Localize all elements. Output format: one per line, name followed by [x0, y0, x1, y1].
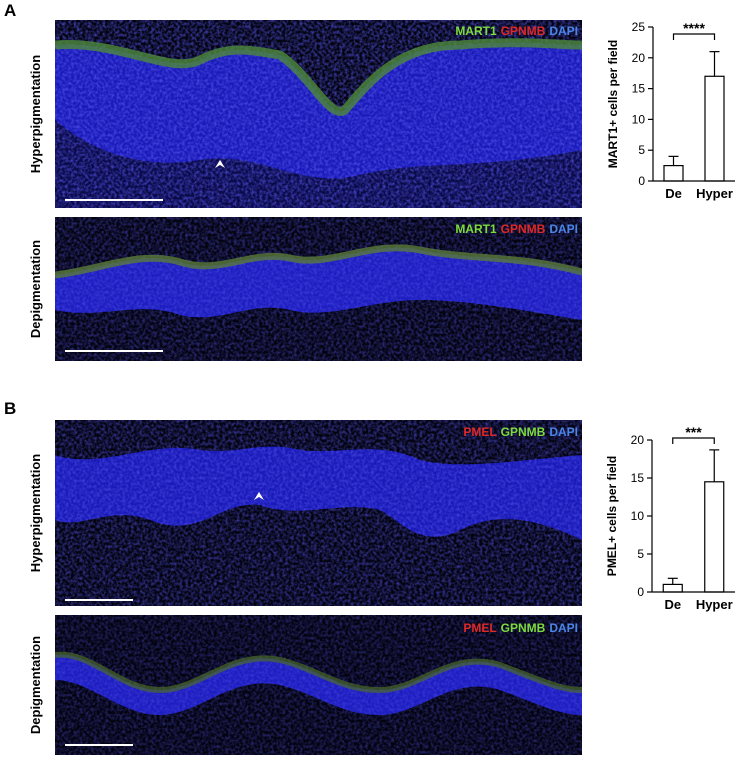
y-tick-label: 25 [632, 20, 646, 34]
y-tick-label: 15 [632, 82, 646, 96]
y-tick-label: 0 [637, 585, 644, 599]
panel-letter: B [4, 399, 16, 418]
significance-bracket [672, 437, 715, 444]
y-tick-label: 5 [637, 547, 644, 561]
row-label: Depigmentation [28, 240, 43, 338]
y-tick-label: 15 [631, 471, 645, 485]
stain-legend: MART1 GPNMB DAPI [455, 222, 578, 236]
y-tick-label: 0 [638, 174, 645, 188]
stain-name: MART1 [455, 222, 497, 236]
stain-legend: PMEL GPNMB DAPI [463, 425, 578, 439]
y-tick-label: 10 [632, 112, 646, 126]
x-tick-label: De [665, 186, 682, 201]
micrograph [55, 615, 582, 755]
y-axis-label: PMEL+ cells per field [605, 456, 619, 576]
stain-name: DAPI [549, 425, 578, 439]
y-axis-label: MART1+ cells per field [606, 40, 620, 168]
micrograph [55, 420, 582, 606]
row-label: Depigmentation [28, 636, 43, 734]
bar [704, 75, 725, 182]
stain-legend: PMEL GPNMB DAPI [463, 621, 578, 635]
stain-name: GPNMB [501, 222, 546, 236]
x-tick-label: Hyper [696, 597, 733, 612]
y-tick-label: 20 [631, 433, 645, 447]
significance-label: **** [683, 20, 705, 36]
bar [704, 481, 725, 593]
bar [663, 165, 684, 182]
bar [662, 583, 683, 593]
stain-name: DAPI [549, 621, 578, 635]
micrograph [55, 20, 582, 208]
y-tick-label: 10 [631, 509, 645, 523]
x-tick-label: Hyper [696, 186, 733, 201]
stain-name: GPNMB [501, 24, 546, 38]
stain-name: PMEL [463, 425, 496, 439]
micrograph [55, 217, 582, 361]
y-tick-label: 5 [638, 143, 645, 157]
stain-name: PMEL [463, 621, 496, 635]
y-tick-label: 20 [632, 51, 646, 65]
stain-name: DAPI [549, 222, 578, 236]
row-label: Hyperpigmentation [28, 454, 43, 573]
x-tick-label: De [664, 597, 681, 612]
stain-name: GPNMB [501, 425, 546, 439]
stain-name: GPNMB [501, 621, 546, 635]
panel-letter: A [4, 1, 16, 20]
row-label: Hyperpigmentation [28, 55, 43, 174]
significance-label: *** [685, 424, 702, 440]
significance-bracket [672, 33, 716, 40]
stain-name: DAPI [549, 24, 578, 38]
stain-legend: MART1 GPNMB DAPI [455, 24, 578, 38]
stain-name: MART1 [455, 24, 497, 38]
